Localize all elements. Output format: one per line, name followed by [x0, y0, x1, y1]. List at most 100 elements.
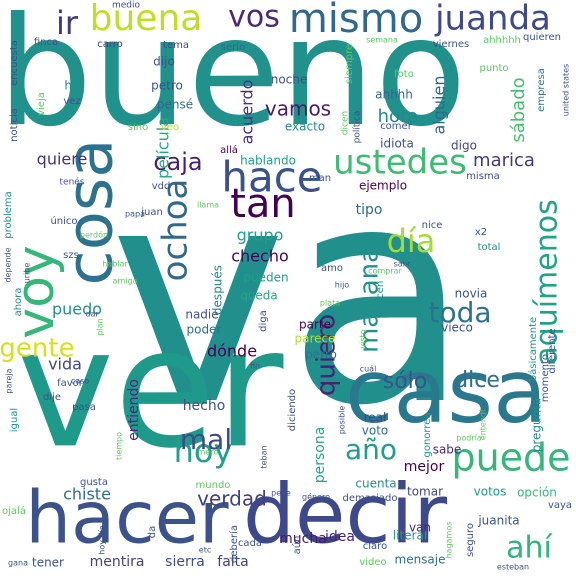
- word: dije: [43, 392, 61, 403]
- word: ahhhh: [375, 88, 413, 102]
- word: pregunta: [530, 398, 544, 453]
- word: viernes: [433, 39, 469, 50]
- word: noche: [271, 73, 308, 87]
- word: vdd: [152, 181, 171, 192]
- word: sólo: [383, 369, 428, 394]
- word: cada: [238, 538, 262, 549]
- word: serio: [221, 42, 245, 53]
- word: básicamente: [527, 317, 539, 381]
- word: tema: [163, 40, 189, 51]
- word: sierra: [165, 554, 205, 570]
- word: mucha: [279, 531, 327, 547]
- word: mensaje: [395, 553, 446, 567]
- word: hacer: [25, 476, 229, 560]
- word: vieja: [36, 92, 47, 116]
- word: cuenta: [355, 477, 396, 491]
- word: ahhhhh: [483, 35, 521, 46]
- word: día: [387, 222, 436, 260]
- word: veo: [161, 122, 179, 133]
- word: perdón: [80, 230, 108, 240]
- word: exacto: [285, 120, 325, 134]
- word: empresa: [536, 68, 547, 112]
- word: hoy: [174, 432, 233, 470]
- word: da: [147, 526, 158, 538]
- word: siempre: [344, 44, 355, 84]
- word: foto: [394, 69, 414, 80]
- word: allá: [220, 144, 238, 156]
- word: decir: [243, 467, 447, 562]
- word: hagamos: [445, 522, 454, 559]
- word: visto: [359, 329, 368, 348]
- word: x2: [475, 227, 487, 238]
- word: digo: [451, 139, 477, 153]
- word: perro: [305, 348, 337, 362]
- word: plata: [320, 299, 340, 308]
- word: papá: [125, 210, 145, 219]
- word: entendí: [479, 409, 488, 440]
- word: diciendo: [287, 389, 298, 431]
- word: amo: [321, 263, 343, 274]
- word: demasiado: [343, 493, 398, 504]
- word: hace: [221, 153, 322, 202]
- word: mañana: [355, 247, 385, 353]
- word: debería: [228, 525, 240, 563]
- word: noticia: [9, 108, 20, 142]
- word: toda: [428, 296, 491, 329]
- word: vida: [48, 355, 82, 374]
- word: semana: [366, 36, 398, 45]
- word: favor: [57, 378, 84, 389]
- word: hoy día: [98, 525, 107, 555]
- word: sino: [128, 122, 148, 133]
- word: comer: [380, 121, 413, 132]
- word: amigo: [113, 277, 138, 286]
- word: vos: [228, 0, 280, 35]
- word: gana: [8, 559, 28, 568]
- word: tan: [230, 181, 296, 227]
- word: único: [50, 215, 77, 227]
- word: juan: [140, 207, 163, 218]
- word: podría: [456, 434, 482, 443]
- word: tomar: [407, 485, 443, 499]
- word: checho: [231, 247, 289, 266]
- word: problema: [3, 191, 14, 239]
- word: juanda: [434, 0, 551, 39]
- word: idiota: [380, 137, 414, 151]
- word: comprar: [368, 267, 402, 276]
- word: salir: [394, 260, 412, 269]
- word: tipo: [356, 202, 383, 218]
- word: aquímenos: [530, 199, 565, 364]
- word: ahí: [506, 531, 553, 566]
- word: vieco: [441, 321, 473, 335]
- word: pueden: [243, 271, 288, 285]
- word: grupo: [237, 226, 284, 245]
- word: mismo: [289, 0, 423, 42]
- word: man: [309, 173, 331, 184]
- word: mundo: [196, 480, 231, 491]
- word: hecho: [183, 398, 226, 414]
- word: verdad: [197, 487, 267, 511]
- word: fin: [250, 362, 260, 371]
- word: votos: [474, 485, 507, 499]
- word: nice: [422, 220, 443, 231]
- word: puede: [451, 436, 570, 480]
- word: carro: [97, 39, 123, 50]
- word: ahora: [13, 288, 24, 317]
- word: van: [409, 521, 431, 535]
- word: hacen: [375, 281, 386, 311]
- word: entiendo: [126, 379, 142, 441]
- word: etc: [199, 546, 211, 555]
- word: caja: [153, 148, 202, 176]
- word: película: [154, 117, 173, 179]
- word: dicen: [341, 111, 351, 135]
- word: parte: [299, 318, 331, 332]
- word: medio: [112, 1, 141, 11]
- word: hp: [64, 79, 79, 93]
- word: tener: [32, 556, 64, 570]
- word: acuerdo: [238, 80, 257, 145]
- word: depende: [4, 247, 13, 282]
- word: persona: [312, 427, 328, 484]
- word: voy: [6, 245, 66, 338]
- word: hora: [378, 106, 419, 127]
- word: género: [302, 492, 330, 502]
